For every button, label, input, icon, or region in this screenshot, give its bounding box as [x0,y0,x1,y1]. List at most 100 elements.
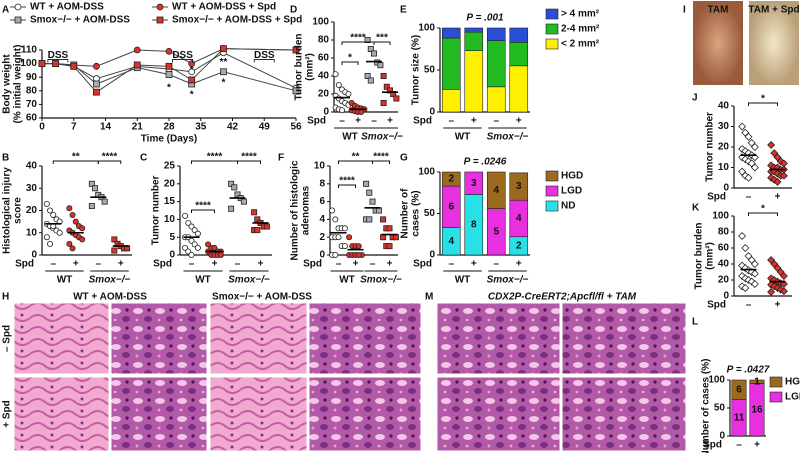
y-axis-label: Histological injury [2,167,13,254]
data-point [47,240,54,247]
y-axis-label: (mm²) [305,53,316,81]
data-point [194,244,201,251]
y-axis-label: Tumor number [705,112,716,182]
sig-label: **** [195,201,211,212]
legend-marker [156,3,164,11]
bar-segment [441,27,461,39]
x-tick-label: + [118,259,124,270]
panel-letter: F [278,153,284,164]
sig-bracket [373,41,391,45]
data-point [741,244,750,252]
data-point [263,223,270,230]
gross-image [749,1,799,85]
annotation: * [190,65,194,76]
data-point [254,216,261,223]
data-point [165,62,173,70]
legend-swatch [545,185,559,197]
y-tick-label: 100 [312,17,329,28]
y-tick-label: 5 [169,232,175,243]
y-tick-label: 80 [26,85,38,96]
data-point [738,122,747,131]
data-point [52,60,60,67]
p-value: P = .0427 [727,365,770,376]
y-tick-label: 0 [723,183,729,194]
data-point [188,251,195,258]
sig-bracket [191,209,215,213]
group-label: Smox−/− [361,132,403,143]
x-tick-label: – [50,259,56,270]
bar-segment [509,41,529,67]
data-point [329,207,336,214]
y-tick-label: 50 [424,65,436,76]
data-point [234,191,241,198]
data-point [220,45,227,53]
data-point [367,77,374,84]
legend-label: < 2 mm² [561,39,600,50]
x-tick-label: 35 [195,122,207,133]
data-point [364,37,371,44]
data-point [251,209,258,216]
y-tick-label: 100 [708,375,725,386]
data-point [88,203,95,210]
group-label: WT [455,275,471,286]
group-label: WT [195,275,211,286]
data-point [773,177,782,186]
count-label: 5 [493,226,499,237]
data-point [341,225,348,232]
sig-label: **** [102,152,118,163]
data-point [332,251,339,258]
data-point [217,251,224,258]
data-point [363,180,370,187]
legend-marker [14,16,22,24]
bar-segment [441,89,461,113]
data-point [779,272,788,280]
y-tick-label: 40 [26,161,38,172]
count-label: 1 [754,376,760,387]
data-point [392,234,399,241]
micrograph [110,302,208,375]
y-tick-label: 4 [319,214,325,225]
sig-label: *** [376,33,388,44]
y-axis-label: adenomas [301,185,312,235]
x-tick-label: + [387,116,393,127]
micrograph [110,376,208,452]
x-tick-label: – [189,259,195,270]
data-point [47,207,54,214]
data-point [358,109,365,116]
x-row-label: Spd [703,440,722,451]
x-tick-label: – [95,259,101,270]
legend-label: HGD [785,377,800,388]
y-tick-label: 6 [319,196,325,207]
bar-segment [464,27,484,33]
data-point [380,216,387,223]
data-point [366,216,373,223]
count-label: 3 [516,181,522,192]
legend-swatch [545,23,559,35]
sig-label: * [761,204,765,215]
y-tick-label: 40 [718,259,730,270]
legend-label: Smox−/− + AOM-DSS [30,15,130,26]
data-point [56,229,63,236]
sig-label: * [348,53,352,64]
x-tick-label: 56 [290,122,302,133]
x-tick-label: – [746,192,752,203]
data-point [741,284,750,292]
sig-bracket [341,61,359,65]
sig-label: * [761,94,765,105]
data-point [292,46,300,54]
data-point [194,230,201,237]
data-point [380,100,387,107]
y-tick-label: 80 [718,227,730,238]
bar-segment [749,379,765,384]
sig-label: **** [350,33,366,44]
data-point [369,198,376,205]
data-point [383,83,390,90]
bar-segment [486,171,506,209]
x-tick-label: + [471,259,477,270]
data-point [93,88,100,96]
legend-swatch [769,376,783,388]
y-tick-label: 50 [714,403,726,414]
data-point [111,236,118,243]
y-tick-label: 40 [718,101,730,112]
legend-swatch [769,391,783,403]
